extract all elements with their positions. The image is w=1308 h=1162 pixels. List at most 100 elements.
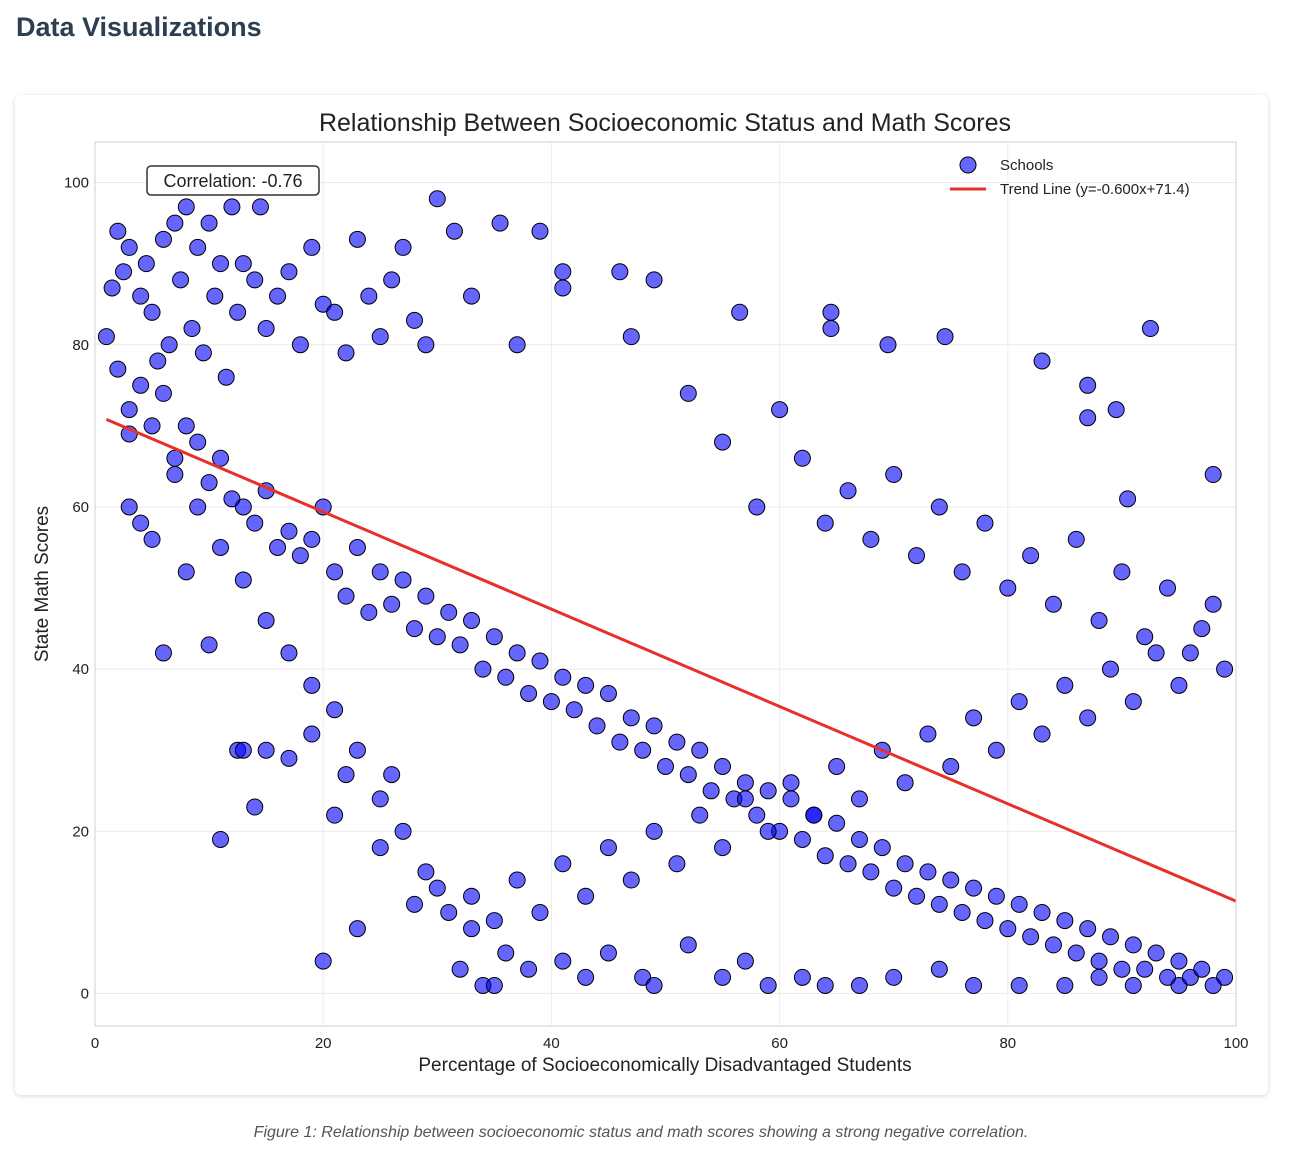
data-point bbox=[149, 352, 167, 370]
data-point bbox=[132, 287, 150, 305]
data-point bbox=[759, 822, 777, 840]
data-point bbox=[212, 830, 230, 848]
data-point bbox=[348, 539, 366, 557]
data-point bbox=[976, 514, 994, 532]
data-point bbox=[109, 360, 127, 378]
data-point bbox=[1090, 968, 1108, 986]
data-point bbox=[1022, 928, 1040, 946]
data-point bbox=[1136, 628, 1154, 646]
data-point bbox=[896, 774, 914, 792]
data-point bbox=[451, 960, 469, 978]
data-point bbox=[1216, 660, 1234, 678]
data-point bbox=[194, 344, 212, 362]
data-point bbox=[679, 766, 697, 784]
data-point bbox=[154, 644, 172, 662]
data-point bbox=[850, 976, 868, 994]
data-point bbox=[137, 255, 155, 273]
data-point bbox=[405, 620, 423, 638]
figure-caption: Figure 1: Relationship between socioecon… bbox=[253, 1124, 1029, 1141]
x-tick-label: 100 bbox=[1223, 1035, 1248, 1052]
data-point bbox=[280, 263, 298, 281]
data-point bbox=[1033, 725, 1051, 743]
data-point bbox=[109, 222, 127, 240]
data-point bbox=[1170, 676, 1188, 694]
data-point bbox=[930, 895, 948, 913]
data-point bbox=[463, 611, 481, 629]
data-point bbox=[257, 741, 275, 759]
data-point bbox=[160, 336, 178, 354]
data-point bbox=[657, 757, 674, 775]
x-tick-label: 60 bbox=[771, 1035, 788, 1052]
y-axis-ticks: 0 20 40 60 80 100 bbox=[64, 175, 89, 1003]
page-heading: Data Visualizations bbox=[16, 12, 262, 42]
chart-title: Relationship Between Socioeconomic Statu… bbox=[319, 109, 1011, 137]
data-point bbox=[1010, 895, 1028, 913]
data-point bbox=[520, 960, 538, 978]
y-tick-label: 80 bbox=[72, 337, 89, 354]
data-point bbox=[303, 676, 321, 694]
data-point bbox=[1067, 530, 1085, 548]
data-point bbox=[782, 774, 800, 792]
data-point bbox=[251, 198, 269, 216]
data-point bbox=[531, 903, 549, 921]
data-point bbox=[143, 303, 161, 321]
data-point bbox=[234, 571, 252, 589]
data-point bbox=[622, 328, 640, 346]
data-point bbox=[1033, 903, 1051, 921]
data-point bbox=[645, 717, 663, 735]
data-point bbox=[748, 498, 766, 516]
data-point bbox=[508, 644, 526, 662]
data-point bbox=[691, 806, 709, 824]
data-point bbox=[542, 693, 560, 711]
data-point bbox=[987, 887, 1005, 905]
data-point bbox=[234, 498, 252, 516]
y-tick-label: 0 bbox=[81, 986, 89, 1003]
data-point bbox=[634, 741, 652, 759]
data-point bbox=[793, 830, 811, 848]
data-point bbox=[394, 571, 412, 589]
data-point bbox=[936, 328, 954, 346]
data-point bbox=[645, 822, 663, 840]
data-point bbox=[229, 303, 247, 321]
data-point bbox=[731, 303, 749, 321]
data-point bbox=[1079, 376, 1097, 394]
data-point bbox=[714, 433, 732, 451]
data-point bbox=[850, 790, 868, 808]
data-point bbox=[417, 863, 435, 881]
data-point bbox=[520, 684, 538, 702]
x-axis-label: Percentage of Socioeconomically Disadvan… bbox=[418, 1055, 911, 1076]
data-point bbox=[976, 912, 994, 930]
data-point bbox=[143, 417, 161, 435]
data-point bbox=[599, 684, 617, 702]
data-point bbox=[759, 782, 777, 800]
data-point bbox=[736, 790, 754, 808]
data-point bbox=[257, 320, 275, 338]
data-point bbox=[531, 222, 549, 240]
data-point bbox=[1193, 620, 1211, 638]
data-point bbox=[177, 198, 195, 216]
data-point bbox=[360, 287, 378, 305]
data-point bbox=[428, 879, 446, 897]
data-point bbox=[850, 830, 868, 848]
data-point bbox=[679, 384, 697, 402]
data-point bbox=[577, 676, 595, 694]
data-point bbox=[828, 814, 846, 832]
data-point bbox=[1067, 944, 1085, 962]
data-point bbox=[873, 839, 891, 857]
data-point bbox=[394, 822, 412, 840]
data-point bbox=[428, 628, 446, 646]
data-point bbox=[445, 222, 463, 240]
data-point bbox=[223, 198, 241, 216]
data-point bbox=[383, 766, 401, 784]
data-point bbox=[485, 976, 503, 994]
data-point bbox=[554, 668, 572, 686]
data-point bbox=[177, 563, 195, 581]
data-point bbox=[822, 303, 840, 321]
data-point bbox=[645, 271, 663, 289]
data-point bbox=[953, 903, 971, 921]
data-point bbox=[303, 238, 321, 256]
data-point bbox=[115, 263, 133, 281]
data-point bbox=[132, 514, 150, 532]
data-point bbox=[291, 547, 309, 565]
data-point bbox=[440, 603, 458, 621]
